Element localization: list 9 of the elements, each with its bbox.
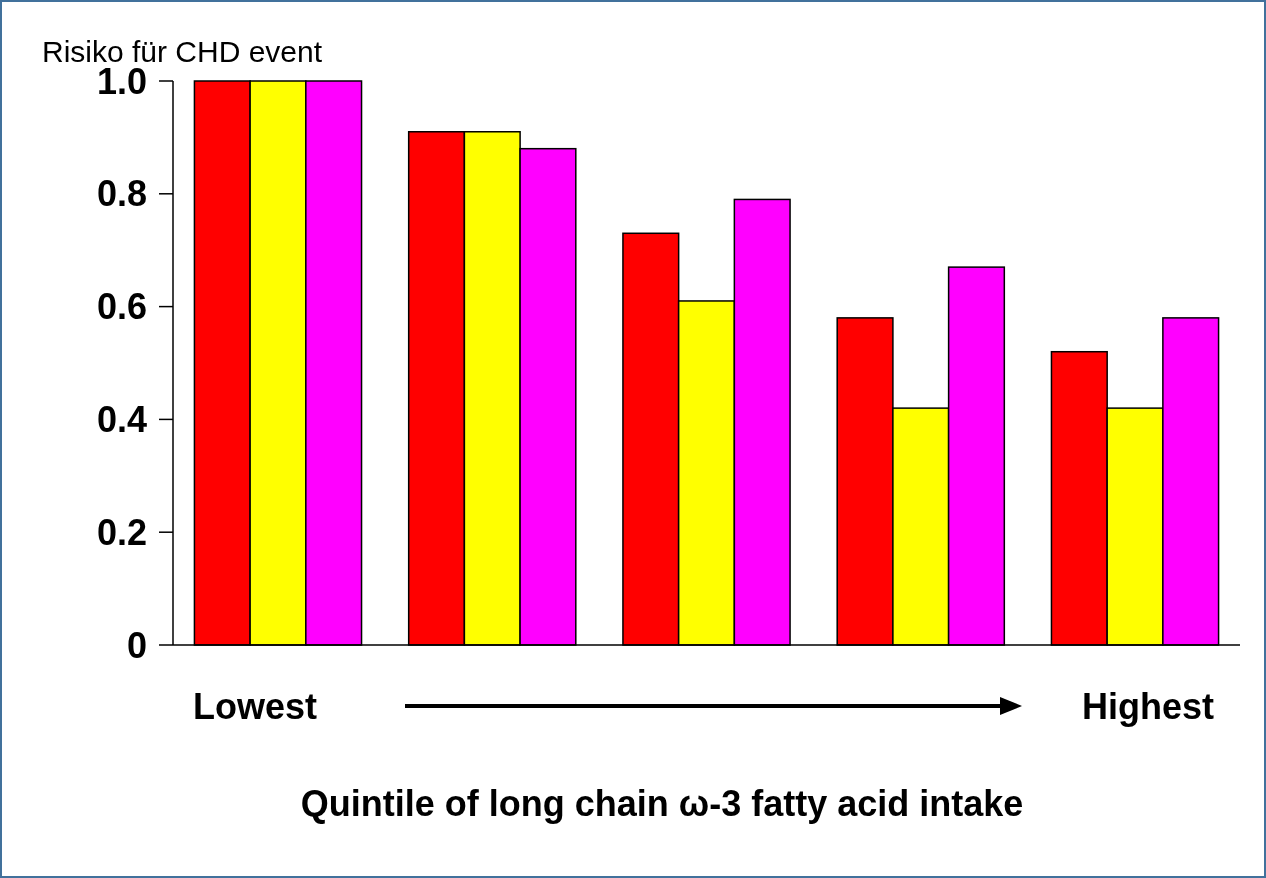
y-tick-label: 0.8 (96, 173, 147, 215)
y-tick-label: 0 (126, 624, 147, 666)
y-tick-label: 0.4 (96, 399, 147, 440)
y-tick-label: 0.6 (96, 286, 147, 328)
y-tick-label: 0.2 (96, 511, 147, 553)
text: Lowest (193, 685, 318, 727)
x-axis-title: Quintile of long chain ω-3 fatty acid intake (300, 782, 1024, 824)
y-axis-title: Risiko für CHD event (42, 35, 323, 68)
text: Highest (1081, 685, 1215, 727)
